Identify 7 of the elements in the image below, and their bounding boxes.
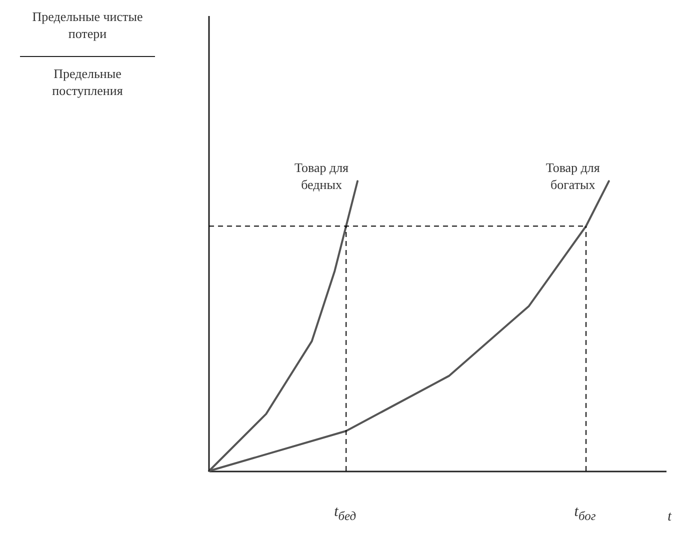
x-axis-title: t — [668, 510, 673, 524]
x-tick-label: t$_{бед}$ — [334, 504, 356, 524]
text: Предельные чистые потери — [31, 8, 144, 42]
text: Предельные поступления — [51, 65, 124, 99]
series-label: Товар для бедных — [294, 160, 349, 192]
x-tick-label: t$_{бог}$ — [574, 504, 596, 524]
series-label: Товар для богатых — [546, 160, 600, 192]
